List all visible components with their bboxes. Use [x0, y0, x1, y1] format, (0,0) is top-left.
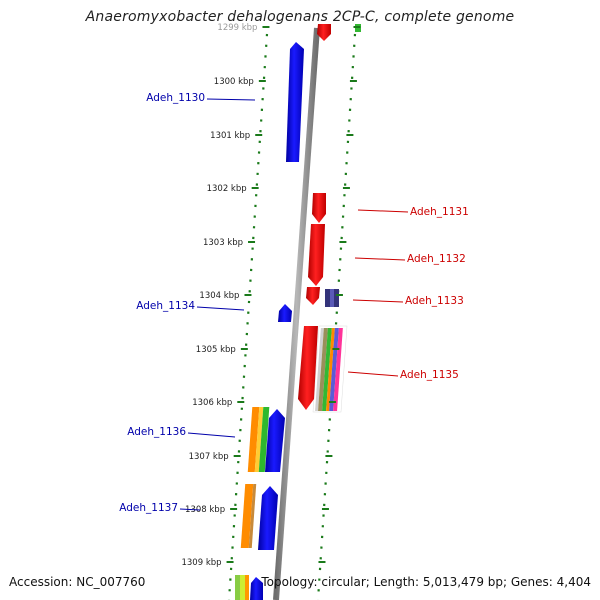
genome-backbone	[273, 27, 320, 600]
map-title: Anaeromyxobacter dehalogenans 2CP-C, com…	[85, 9, 515, 25]
genome-summary-text: Topology: circular; Length: 5,013,479 bp…	[261, 575, 591, 589]
gene-leader-line	[196, 306, 245, 311]
gene-arrow-adeh-1135	[298, 326, 318, 410]
kbp-tick-label: 1304 kbp	[199, 291, 239, 301]
gene-labels: Adeh_1130 Adeh_1131 Adeh_1132 Adeh_1133 Adeh…	[119, 92, 469, 514]
gene-arrow-adeh-1134	[278, 304, 292, 322]
gene-leader-line	[357, 209, 409, 213]
gene-arrow-adeh-1131	[312, 193, 326, 223]
gene-arrow-adeh-1133	[306, 287, 320, 305]
inner-ring-line	[227, 33, 269, 600]
gene-label[interactable]: Adeh_1132	[407, 253, 466, 265]
gene-arrow-adeh-1136	[265, 409, 285, 472]
gene-label[interactable]: Adeh_1133	[405, 295, 464, 307]
kbp-tick-label: 1306 kbp	[192, 398, 232, 408]
gene-arrow-adeh-1132	[308, 224, 325, 286]
kbp-tick-label: 1309 kbp	[181, 558, 221, 568]
gene-arrow-bottom	[250, 577, 263, 600]
kbp-tick-label: 1299 kbp	[217, 23, 257, 33]
gene-label[interactable]: Adeh_1130	[146, 92, 205, 104]
gene-arrows	[250, 24, 361, 600]
outer-ring-line	[316, 33, 357, 600]
gene-arrow-adeh-1130	[286, 42, 304, 162]
kbp-ticks: 1299 kbp 1300 kbp 1301 kbp 1302 kbp 1303 kbp…	[181, 23, 361, 568]
kbp-tick-label: 1301 kbp	[210, 131, 250, 141]
gene-label[interactable]: Adeh_1131	[410, 206, 469, 218]
gene-label[interactable]: Adeh_1137	[119, 502, 178, 514]
kbp-tick-label: 1302 kbp	[207, 184, 247, 194]
gene-leader-line	[352, 299, 404, 303]
kbp-tick-label: 1305 kbp	[196, 345, 236, 355]
gene-leader-line	[206, 98, 256, 101]
gene-leader-line	[347, 371, 399, 377]
gene-arrow-adeh-1137	[258, 486, 278, 550]
kbp-tick-label: 1308 kbp	[185, 505, 225, 515]
gene-leader-line	[187, 432, 236, 438]
gene-label[interactable]: Adeh_1135	[400, 369, 459, 381]
gene-arrow-top	[317, 24, 331, 41]
kbp-tick-label: 1307 kbp	[189, 452, 229, 462]
cog-stripes	[235, 325, 348, 600]
kbp-tick-label: 1300 kbp	[214, 77, 254, 87]
gene-label[interactable]: Adeh_1134	[136, 300, 195, 312]
accession-text: Accession: NC_007760	[9, 575, 146, 589]
gene-leader-line	[354, 257, 406, 261]
gene-label[interactable]: Adeh_1136	[127, 426, 186, 438]
ring-boundaries	[227, 33, 357, 600]
kbp-tick-label: 1303 kbp	[203, 238, 243, 248]
gene-leader-line	[179, 508, 201, 511]
